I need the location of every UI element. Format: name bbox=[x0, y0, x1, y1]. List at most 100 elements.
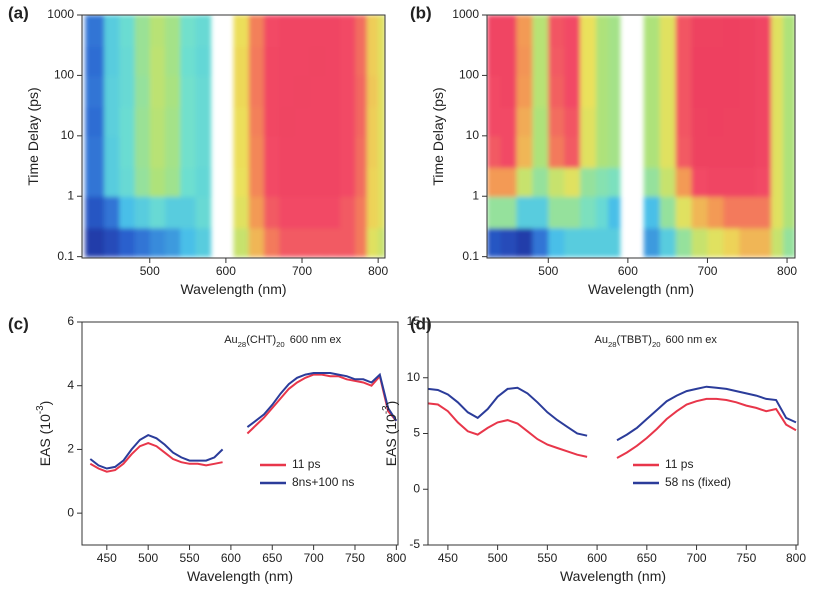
heatmap-cell bbox=[580, 167, 597, 197]
heatmap-cell bbox=[340, 196, 356, 229]
heatmap-cell bbox=[643, 107, 661, 137]
heatmap-cell bbox=[659, 46, 677, 77]
heatmap-cell bbox=[739, 46, 756, 77]
x-axis-label-part: Wavelength (nm) bbox=[187, 568, 293, 584]
heatmap-cell bbox=[691, 46, 709, 77]
heatmap-cells bbox=[487, 15, 795, 258]
heatmap-cell bbox=[294, 196, 311, 229]
heatmap-cell bbox=[366, 107, 379, 137]
heatmap-cell bbox=[195, 135, 212, 169]
heatmap-cell bbox=[675, 15, 693, 48]
heatmap-cell bbox=[149, 15, 166, 48]
heatmap-cell bbox=[119, 15, 136, 48]
heatmap-cell bbox=[564, 196, 581, 229]
heatmap-cell bbox=[643, 15, 661, 48]
plot-frame bbox=[81, 321, 399, 546]
heatmap-cell bbox=[180, 135, 197, 169]
heatmap-cell bbox=[596, 46, 609, 77]
heatmap-cell bbox=[783, 227, 795, 258]
legend-label: 58 ns (fixed) bbox=[665, 475, 731, 489]
heatmap-cell bbox=[366, 15, 379, 48]
heatmap-cell bbox=[548, 15, 565, 48]
x-tick-label: 650 bbox=[637, 551, 657, 565]
heatmap-cell bbox=[755, 46, 772, 77]
heatmap-cell bbox=[104, 46, 120, 77]
heatmap-cell bbox=[643, 46, 661, 77]
heatmap-cell bbox=[164, 107, 181, 137]
heatmap-cell bbox=[548, 107, 565, 137]
heatmap-cell bbox=[500, 227, 518, 258]
heatmap-cell bbox=[723, 46, 740, 77]
heatmap-cell bbox=[532, 196, 549, 229]
heatmap-cell bbox=[149, 167, 166, 197]
heatmap-cell bbox=[607, 15, 621, 48]
heatmap-cell bbox=[783, 107, 795, 137]
heatmap-cell bbox=[675, 107, 693, 137]
heatmap-cell bbox=[755, 196, 772, 229]
heatmap-cell bbox=[487, 227, 502, 258]
heatmap-cell bbox=[516, 167, 533, 197]
heatmap-cell bbox=[164, 15, 181, 48]
heatmap-cell bbox=[119, 75, 136, 108]
legend-label: 11 ps bbox=[292, 457, 320, 471]
heatmap-cell bbox=[149, 196, 166, 229]
heatmap-cell bbox=[233, 167, 250, 197]
heatmap-cell bbox=[723, 75, 740, 108]
heatmap-cell bbox=[580, 15, 597, 48]
heatmap-cell bbox=[580, 227, 597, 258]
heatmap-cell bbox=[294, 46, 311, 77]
heatmap-cell bbox=[707, 107, 724, 137]
heatmap-cell bbox=[355, 15, 368, 48]
heatmap-cell bbox=[739, 227, 756, 258]
heatmap-cell bbox=[294, 167, 311, 197]
y-tick-label: 100 bbox=[459, 68, 479, 82]
heatmap-cell bbox=[659, 107, 677, 137]
heatmap-cell bbox=[134, 107, 151, 137]
annotation-part: (TBBT) bbox=[617, 334, 652, 346]
heatmap-cell bbox=[755, 107, 772, 137]
heatmap-cell bbox=[487, 167, 502, 197]
heatmap-cell bbox=[675, 167, 693, 197]
x-tick-label: 600 bbox=[587, 551, 607, 565]
x-tick-label: 500 bbox=[488, 551, 508, 565]
heatmap-cell bbox=[279, 135, 296, 169]
heatmap-cell bbox=[134, 75, 151, 108]
heatmap-cell bbox=[596, 15, 609, 48]
heatmap-cell bbox=[596, 196, 609, 229]
x-tick-label: 750 bbox=[736, 551, 756, 565]
heatmap-cell bbox=[104, 167, 120, 197]
x-tick-label: 600 bbox=[221, 551, 241, 565]
x-tick-label: 500 bbox=[138, 551, 158, 565]
heatmap-cell bbox=[607, 75, 621, 108]
heatmap-cell bbox=[134, 15, 151, 48]
heatmap-cell bbox=[675, 75, 693, 108]
series-line bbox=[427, 386, 588, 437]
heatmap-cell bbox=[309, 227, 326, 258]
x-tick-label: 500 bbox=[140, 264, 160, 278]
heatmap-cell bbox=[659, 196, 677, 229]
heatmap-cell bbox=[691, 135, 709, 169]
heatmap-cell bbox=[294, 75, 311, 108]
heatmap-cell bbox=[723, 167, 740, 197]
heatmap-cell bbox=[691, 167, 709, 197]
annotation-part: Au bbox=[224, 334, 237, 346]
x-axis-label-part: Wavelength (nm) bbox=[588, 281, 694, 297]
plot-frame bbox=[427, 321, 799, 546]
heatmap-cell bbox=[195, 227, 212, 258]
heatmap-cell bbox=[691, 15, 709, 48]
heatmap-cell bbox=[596, 135, 609, 169]
heatmap-cell bbox=[248, 196, 265, 229]
heatmap-cell bbox=[755, 75, 772, 108]
heatmap-cell bbox=[85, 75, 105, 108]
heatmap-cell bbox=[119, 227, 136, 258]
heatmap-cell bbox=[378, 227, 385, 258]
x-tick-label: 700 bbox=[697, 264, 717, 278]
heatmap-cell bbox=[691, 75, 709, 108]
heatmap-cell bbox=[104, 227, 120, 258]
heatmap-cell bbox=[487, 107, 502, 137]
panel-label: (c) bbox=[8, 314, 29, 333]
heatmap-cell bbox=[691, 227, 709, 258]
heatmap-cell bbox=[659, 227, 677, 258]
y-tick-label: -5 bbox=[409, 537, 420, 551]
annotation: Au28(CHT)20 600 nm ex bbox=[224, 334, 341, 349]
